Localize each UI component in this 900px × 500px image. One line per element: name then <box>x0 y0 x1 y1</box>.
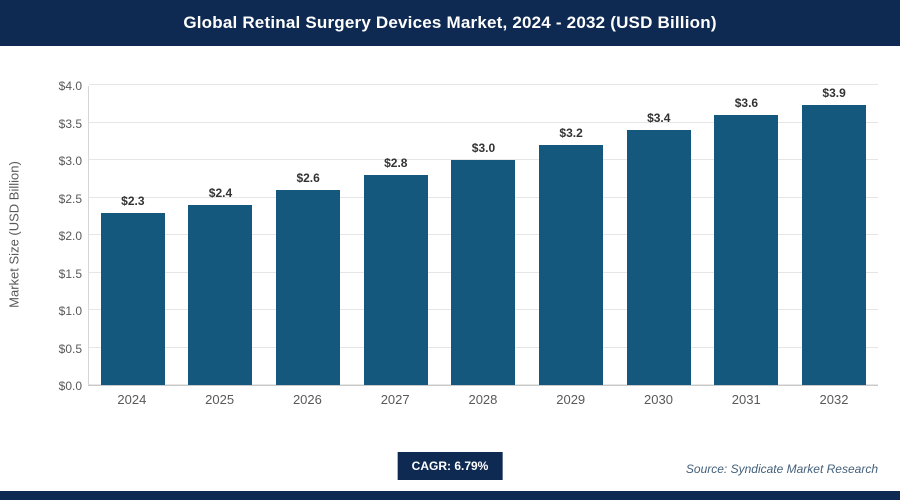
x-tick-label: 2031 <box>731 392 761 407</box>
bar <box>276 190 341 385</box>
bar-value-label: $3.6 <box>734 96 759 110</box>
x-tick-label: 2024 <box>117 392 147 407</box>
y-tick-label: $3.5 <box>58 116 82 131</box>
y-tick-label: $2.0 <box>58 229 82 243</box>
y-tick-label: $0.5 <box>58 341 82 356</box>
gridline <box>89 159 878 160</box>
x-tick-label: 2028 <box>468 392 498 407</box>
y-axis-title: Market Size (USD Billion) <box>6 161 22 308</box>
bar <box>451 160 516 385</box>
bar <box>626 130 691 385</box>
bar-group: $2.8 <box>352 86 439 385</box>
bar-value-label: $2.8 <box>384 156 408 170</box>
bar-group: $3.6 <box>703 86 790 385</box>
y-tick-label: $4.0 <box>58 79 82 93</box>
bottom-strip <box>0 491 900 500</box>
bar-value-label: $2.3 <box>121 193 145 208</box>
bar <box>363 175 428 385</box>
bar-group: $2.6 <box>265 86 352 385</box>
chart-header: Global Retinal Surgery Devices Market, 2… <box>0 0 900 46</box>
bar <box>714 115 779 385</box>
gridline <box>89 121 878 123</box>
y-tick-label: $3.0 <box>58 154 82 168</box>
y-tick-label: $0.0 <box>58 379 82 393</box>
bar-value-label: $2.4 <box>208 186 233 200</box>
bar-value-label: $3.9 <box>822 86 846 100</box>
bar <box>539 145 604 385</box>
bar <box>188 205 253 385</box>
x-tick-label: 2026 <box>292 392 322 407</box>
bar-group: $2.3 <box>89 86 176 385</box>
bar <box>100 212 165 385</box>
gridline <box>89 84 878 85</box>
y-tick-label: $2.5 <box>58 191 82 206</box>
x-tick-label: 2027 <box>380 392 410 407</box>
bar-value-label: $2.6 <box>296 171 320 185</box>
y-tick-label: $1.0 <box>58 304 82 318</box>
y-tick-label: $1.5 <box>58 266 82 281</box>
bar-group: $3.2 <box>528 86 615 385</box>
bar-group: $2.4 <box>177 86 264 385</box>
source-text: Source: Syndicate Market Research <box>685 462 878 476</box>
bar-value-label: $3.0 <box>471 141 496 155</box>
bar <box>802 105 867 385</box>
bar-value-label: $3.4 <box>647 111 671 125</box>
plot-area: $2.3 $2.4 $2.6 $2.8 $3.0 $3.2 $3.4 $3.6 $3.9 <box>88 84 878 386</box>
x-axis-labels: 2024 2025 2026 2027 2028 2029 2030 2031 2032 <box>88 392 878 407</box>
x-tick-label: 2030 <box>644 392 673 407</box>
x-tick-label: 2032 <box>819 392 849 407</box>
bar-group: $3.9 <box>791 86 878 385</box>
bar-group: $3.0 <box>440 86 527 385</box>
chart-title: Global Retinal Surgery Devices Market, 2… <box>183 13 717 32</box>
x-tick-label: 2029 <box>556 392 586 407</box>
bar-group: $3.4 <box>615 86 702 385</box>
cagr-badge: CAGR: 6.79% <box>397 452 503 480</box>
bar-value-label: $3.2 <box>559 126 583 140</box>
bar-series: $2.3 $2.4 $2.6 $2.8 $3.0 $3.2 $3.4 $3.6 $3.9 <box>89 86 878 385</box>
x-tick-label: 2025 <box>205 392 235 407</box>
